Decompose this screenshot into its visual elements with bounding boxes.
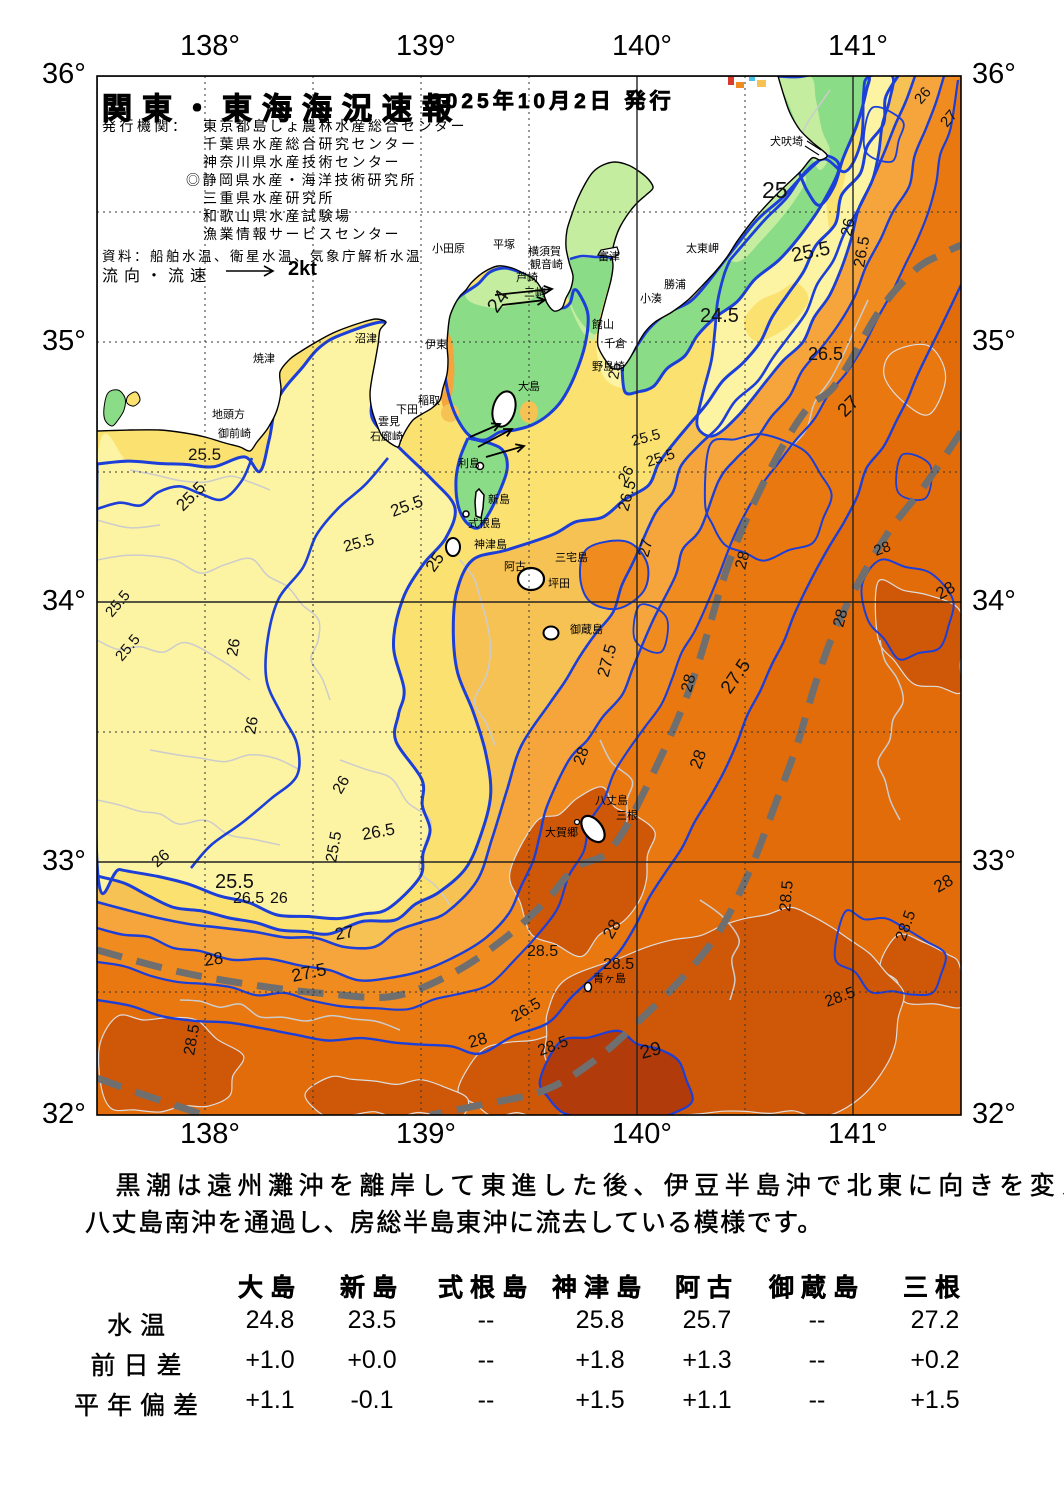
svg-text:27: 27 [635,537,656,559]
svg-text:三崎: 三崎 [524,285,546,299]
svg-text:28: 28 [466,1029,489,1052]
svg-text:地頭方: 地頭方 [212,407,245,421]
svg-text:御前崎: 御前崎 [218,426,251,440]
svg-text:26.5: 26.5 [851,235,873,269]
svg-text:27: 27 [333,922,355,944]
svg-text:25.5: 25.5 [630,426,663,450]
svg-text:八丈島: 八丈島 [595,793,628,807]
svg-text:26: 26 [615,463,638,486]
svg-text:式根島: 式根島 [468,516,501,530]
svg-text:坪田: 坪田 [548,577,570,590]
svg-text:25: 25 [762,177,788,203]
svg-text:犬吠埼: 犬吠埼 [770,134,803,148]
svg-text:26: 26 [242,715,262,736]
svg-text:観音崎: 観音崎 [530,257,563,271]
svg-text:芦崎: 芦崎 [516,270,538,284]
svg-text:28: 28 [678,672,699,694]
svg-text:28: 28 [732,549,753,571]
svg-text:千倉: 千倉 [604,336,626,350]
svg-text:神津島: 神津島 [474,537,507,551]
svg-text:24.5: 24.5 [700,305,739,327]
svg-text:焼津: 焼津 [253,352,275,365]
svg-text:28.5: 28.5 [527,943,558,960]
svg-text:大島: 大島 [518,379,540,393]
svg-text:伊東: 伊東 [425,338,447,351]
svg-text:御蔵島: 御蔵島 [570,622,603,636]
svg-text:26: 26 [838,217,858,238]
svg-text:新島: 新島 [488,492,510,506]
svg-text:小湊: 小湊 [640,291,662,305]
svg-text:横須賀: 横須賀 [528,244,561,258]
svg-text:勝浦: 勝浦 [664,277,686,291]
svg-text:25.5: 25.5 [323,830,345,864]
svg-text:雲見: 雲見 [378,415,400,428]
svg-text:28.5: 28.5 [777,880,797,913]
svg-text:28: 28 [203,949,224,970]
svg-text:三根: 三根 [616,808,638,822]
svg-text:青ヶ島: 青ヶ島 [593,971,626,985]
svg-text:石廊崎: 石廊崎 [370,429,403,443]
svg-text:28: 28 [872,538,893,560]
svg-text:26.5: 26.5 [808,344,843,364]
svg-text:下田: 下田 [396,404,418,416]
svg-text:26.5: 26.5 [233,890,264,907]
svg-text:稲取: 稲取 [418,394,440,407]
svg-text:太東岬: 太東岬 [686,242,719,255]
svg-text:平塚: 平塚 [493,238,515,251]
svg-text:26: 26 [330,773,354,797]
svg-text:25: 25 [605,361,625,380]
svg-text:阿古: 阿古 [504,560,526,573]
svg-text:26: 26 [224,637,244,658]
svg-text:野島崎: 野島崎 [592,359,625,373]
svg-text:沼津: 沼津 [355,331,377,345]
svg-text:28.5: 28.5 [181,1023,203,1057]
svg-text:利島: 利島 [458,456,480,470]
svg-text:26: 26 [270,890,288,907]
svg-text:25.5: 25.5 [215,871,254,893]
svg-text:25.5: 25.5 [188,445,221,464]
svg-text:館山: 館山 [592,317,614,331]
svg-text:28.5: 28.5 [603,956,634,973]
svg-text:三宅島: 三宅島 [555,550,588,564]
svg-text:28: 28 [571,745,593,768]
svg-text:28: 28 [830,607,851,629]
svg-text:富津: 富津 [598,249,620,263]
svg-text:小田原: 小田原 [432,242,465,255]
svg-text:大賀郷: 大賀郷 [545,825,578,839]
